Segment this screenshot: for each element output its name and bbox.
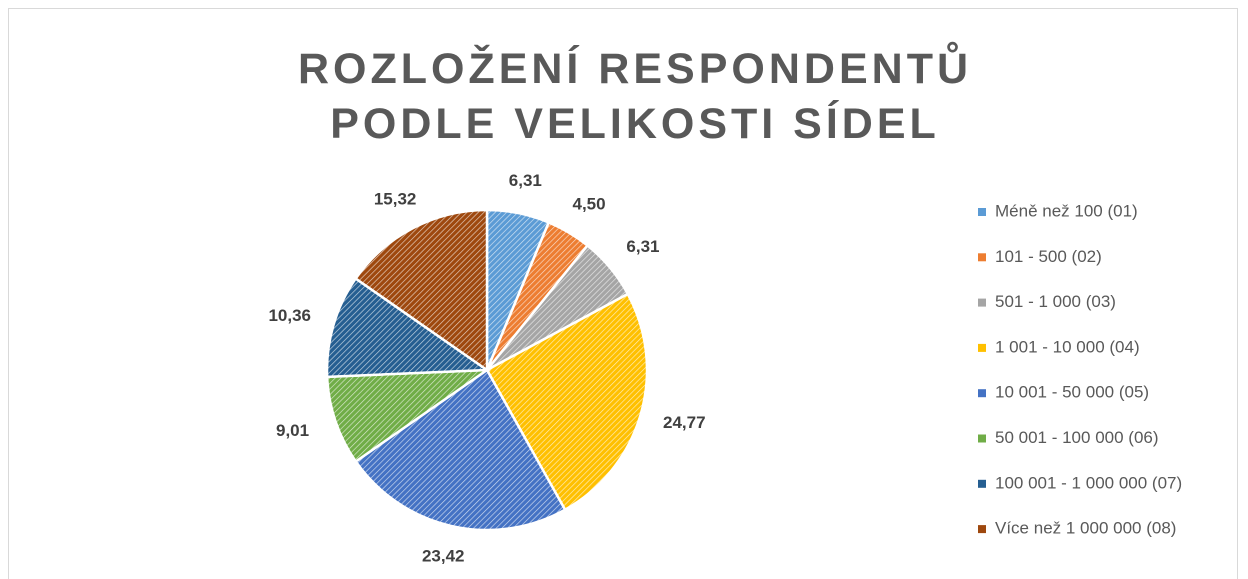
- data-label: 9,01: [276, 421, 309, 440]
- legend-marker: [978, 343, 986, 352]
- chart-title: ROZLOŽENÍ RESPONDENTŮ PODLE VELIKOSTI SÍ…: [297, 45, 973, 148]
- legend-marker: [978, 389, 986, 398]
- legend-marker: [978, 525, 986, 534]
- data-label: 4,50: [572, 195, 605, 214]
- legend-marker: [978, 208, 986, 216]
- legend-label: Méně než 100 (01): [995, 201, 1138, 220]
- pie-slice: [354, 368, 567, 532]
- data-label: 6,31: [509, 171, 542, 190]
- data-label: 10,36: [268, 306, 311, 325]
- data-label: 6,31: [626, 237, 659, 256]
- pie-slice: [325, 276, 491, 379]
- chart-border: [8, 8, 1238, 579]
- legend-label: Více než 1 000 000 (08): [995, 519, 1176, 538]
- data-label: 23,42: [422, 547, 465, 566]
- pie-slice: [325, 368, 492, 464]
- legend-label: 50 001 - 100 000 (06): [995, 428, 1159, 447]
- legend-marker: [978, 434, 986, 443]
- legend-label: 10 001 - 50 000 (05): [995, 383, 1149, 402]
- data-label: 15,32: [374, 189, 417, 208]
- legend-label: 100 001 - 1 000 000 (07): [995, 473, 1182, 492]
- legend-label: 101 - 500 (02): [995, 247, 1102, 266]
- legend-marker: [978, 479, 986, 488]
- legend-label: 1 001 - 10 000 (04): [995, 337, 1140, 356]
- data-label: 24,77: [663, 413, 706, 432]
- pie-slice: [353, 208, 489, 373]
- pie-slice: [485, 292, 649, 512]
- legend-label: 501 - 1 000 (03): [995, 292, 1116, 311]
- legend-marker: [978, 298, 986, 307]
- legend-marker: [978, 253, 986, 262]
